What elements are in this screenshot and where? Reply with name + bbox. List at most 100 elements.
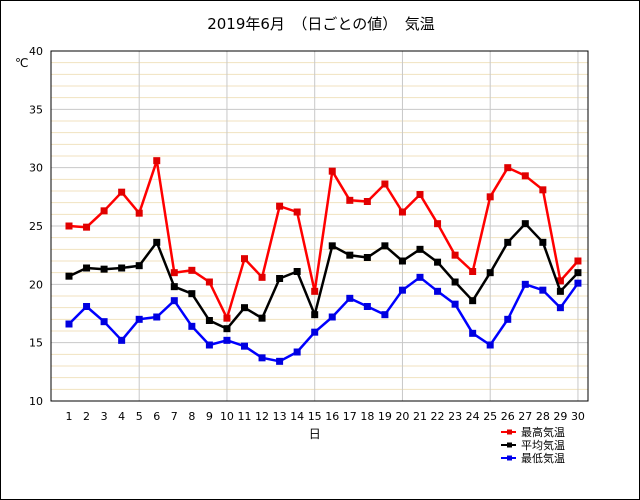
x-tick-label: 3 [101, 410, 108, 423]
data-point [363, 254, 371, 261]
data-point [434, 287, 442, 295]
data-point [328, 313, 336, 321]
x-tick-label: 10 [220, 410, 234, 423]
data-point [346, 196, 354, 204]
data-point [521, 220, 529, 228]
y-axis-ticks: 10 15 20 25 30 35 40 [29, 45, 43, 408]
x-tick-label: 26 [501, 410, 515, 423]
data-point [276, 275, 284, 282]
data-point [170, 283, 178, 291]
data-point [574, 269, 582, 277]
y-tick-label: 25 [29, 220, 43, 233]
data-point [153, 157, 161, 165]
x-tick-label: 17 [343, 410, 357, 423]
data-point [311, 287, 319, 295]
data-point [241, 255, 248, 263]
data-point [118, 264, 126, 272]
x-tick-label: 4 [118, 410, 125, 423]
series-3 [65, 273, 582, 365]
data-point [311, 311, 319, 319]
legend-label: 最高気温 [521, 425, 565, 439]
data-point [416, 191, 424, 198]
data-point [398, 208, 406, 216]
x-tick-label: 23 [448, 410, 462, 423]
data-point [504, 164, 512, 172]
data-point [135, 262, 143, 270]
data-point [363, 303, 371, 310]
x-tick-label: 28 [536, 410, 550, 423]
x-tick-label: 14 [290, 410, 304, 423]
data-point [170, 297, 178, 305]
x-axis-ticks: 1 2 3 4 5 6 7 8 9 10 11 12 13 14 15 16 17 18 19 20 21 22 23 24 2… [66, 410, 585, 423]
y-tick-label: 40 [29, 45, 43, 58]
data-point [504, 315, 512, 323]
x-tick-label: 18 [360, 410, 374, 423]
data-point [205, 341, 213, 349]
data-point [188, 290, 196, 298]
y-tick-label: 15 [29, 337, 43, 350]
data-point [521, 280, 529, 288]
data-point [363, 198, 371, 205]
x-axis-label: 日 [309, 427, 321, 441]
data-point [205, 278, 213, 286]
legend-label: 最低気温 [521, 451, 565, 465]
data-point [188, 322, 196, 330]
series-line [68, 222, 579, 330]
data-point [100, 207, 108, 215]
legend-marker [507, 442, 512, 448]
x-tick-label: 8 [188, 410, 195, 423]
data-point [328, 167, 336, 175]
y-tick-label: 10 [29, 395, 43, 408]
x-tick-label: 29 [553, 410, 567, 423]
data-point [486, 269, 494, 277]
data-point [451, 251, 459, 259]
x-tick-label: 20 [395, 410, 409, 423]
data-point [65, 222, 73, 230]
x-tick-label: 9 [206, 410, 213, 423]
data-point [539, 286, 547, 294]
data-point [556, 304, 564, 312]
x-tick-label: 21 [413, 410, 427, 423]
data-point [521, 172, 529, 180]
series-1 [65, 157, 582, 322]
data-point [100, 265, 108, 273]
x-tick-label: 25 [483, 410, 497, 423]
data-point [434, 220, 442, 228]
x-tick-label: 7 [171, 410, 178, 423]
data-point [469, 329, 477, 337]
data-point [223, 325, 231, 333]
data-point [241, 304, 248, 312]
x-tick-label: 30 [571, 410, 585, 423]
x-tick-label: 2 [83, 410, 90, 423]
legend-label: 平均気温 [521, 438, 565, 452]
data-point [83, 223, 91, 231]
data-point [223, 314, 231, 322]
legend-marker [507, 455, 512, 461]
data-point [153, 238, 161, 246]
x-tick-label: 5 [136, 410, 143, 423]
data-point [381, 242, 389, 250]
data-point [293, 348, 301, 356]
data-point [398, 257, 406, 265]
x-tick-label: 1 [66, 410, 73, 423]
series-2 [65, 220, 582, 333]
y-tick-label: 20 [29, 278, 43, 291]
data-point [416, 273, 424, 281]
data-point [188, 266, 196, 274]
data-point [276, 357, 284, 365]
x-tick-label: 13 [273, 410, 287, 423]
data-point [118, 336, 126, 344]
x-tick-label: 24 [466, 410, 480, 423]
x-tick-label: 12 [255, 410, 269, 423]
data-point [293, 208, 301, 216]
data-point [118, 188, 126, 196]
data-point [65, 320, 73, 328]
series-layer [65, 157, 582, 365]
x-tick-label: 15 [308, 410, 322, 423]
data-point [276, 202, 284, 210]
x-tick-label: 27 [518, 410, 532, 423]
data-point [556, 277, 564, 285]
